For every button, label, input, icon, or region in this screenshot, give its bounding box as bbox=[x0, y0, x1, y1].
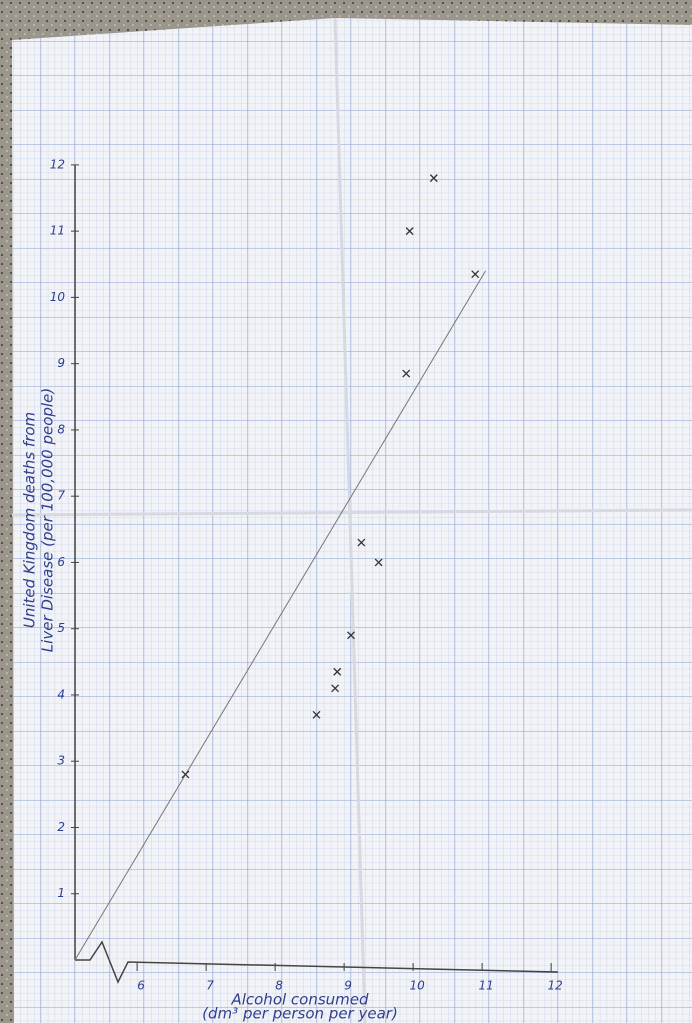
x-tick-label: 7 bbox=[206, 979, 214, 993]
x-tick-label: 6 bbox=[137, 979, 145, 993]
y-axis-label-line: Liver Disease (per 100,000 people) bbox=[39, 388, 57, 652]
y-tick-label: 5 bbox=[57, 621, 65, 635]
y-tick-label: 8 bbox=[57, 422, 65, 436]
paper-coarse-grid bbox=[12, 18, 692, 1023]
y-axis-label-line: United Kingdom deaths from bbox=[21, 412, 39, 628]
x-axis-label: Alcohol consumed(dm³ per person per year… bbox=[202, 991, 398, 1023]
y-tick-label: 7 bbox=[57, 489, 65, 503]
x-tick-label: 9 bbox=[344, 979, 352, 993]
y-tick-label: 11 bbox=[50, 224, 65, 238]
y-tick-label: 1 bbox=[57, 886, 65, 900]
y-tick-label: 12 bbox=[50, 157, 65, 171]
y-tick-label: 10 bbox=[50, 290, 66, 304]
y-tick-label: 4 bbox=[57, 687, 65, 701]
x-tick-label: 11 bbox=[478, 979, 493, 993]
x-tick-label: 12 bbox=[547, 979, 562, 993]
x-axis-label-line: (dm³ per person per year) bbox=[202, 1005, 398, 1023]
x-tick-label: 8 bbox=[275, 979, 283, 993]
y-tick-label: 3 bbox=[57, 754, 65, 768]
y-tick-label: 9 bbox=[57, 356, 65, 370]
page: United Kingdom deaths fromLiver Disease … bbox=[0, 0, 692, 1023]
chart: United Kingdom deaths fromLiver Disease … bbox=[0, 0, 692, 1023]
y-tick-label: 2 bbox=[57, 820, 65, 834]
y-tick-label: 6 bbox=[57, 555, 65, 569]
x-tick-label: 10 bbox=[409, 979, 425, 993]
